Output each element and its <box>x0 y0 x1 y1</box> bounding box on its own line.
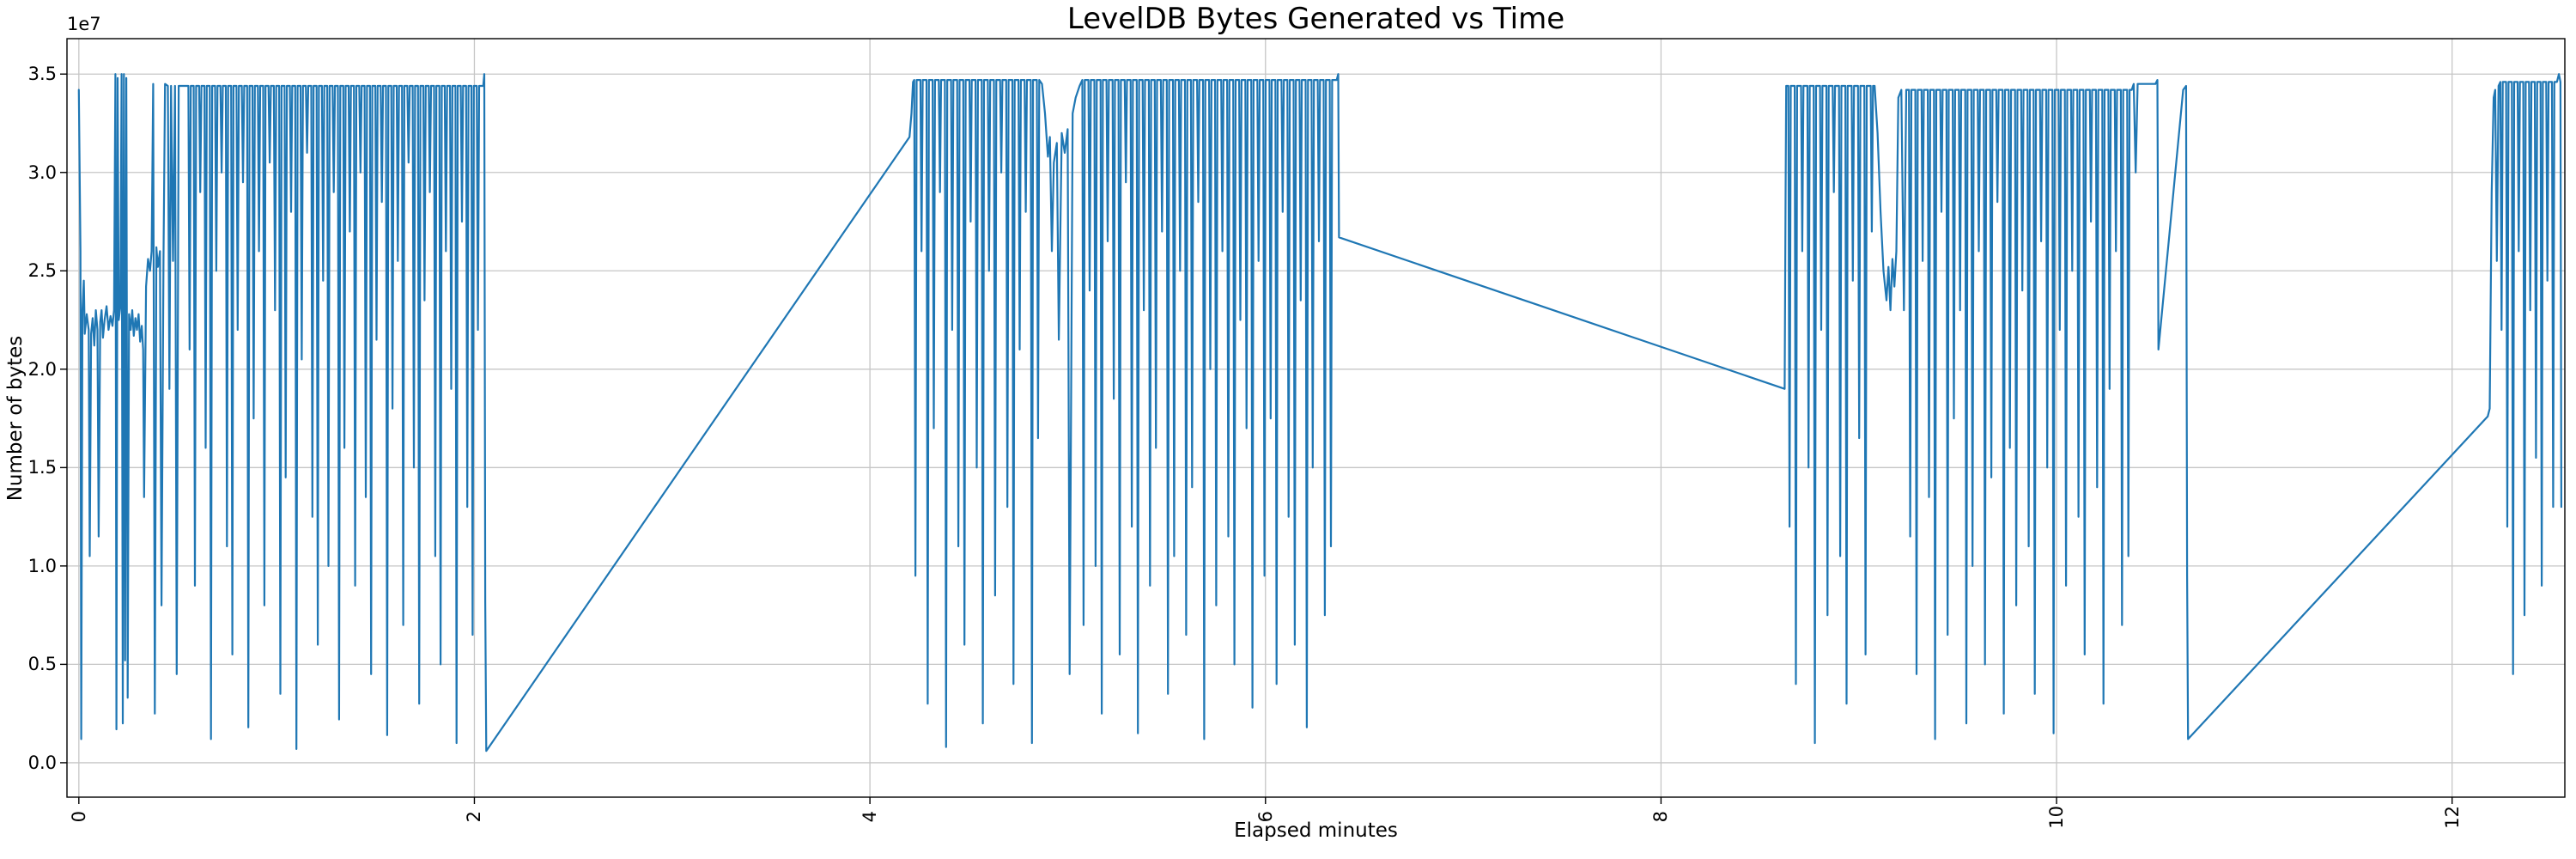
y-tick-label: 2.5 <box>27 260 57 282</box>
x-tick-label-text: 12 <box>2441 806 2463 829</box>
x-tick-label: 12 <box>2441 806 2464 833</box>
y-axis-offset-text: 1e7 <box>67 14 101 34</box>
x-tick-label: 2 <box>463 806 485 826</box>
chart-title: LevelDB Bytes Generated vs Time <box>1066 2 1565 36</box>
x-tick-label-text: 6 <box>1255 810 1276 822</box>
y-tick-label: 0.0 <box>27 752 57 773</box>
x-tick-label: 0 <box>68 806 90 826</box>
y-axis-label: Number of bytes <box>4 335 27 502</box>
x-tick-label-text: 2 <box>464 810 485 822</box>
x-axis-label: Elapsed minutes <box>1234 819 1398 842</box>
y-tick-label: 2.0 <box>27 358 57 380</box>
x-tick-label-text: 10 <box>2046 806 2068 829</box>
x-tick-label: 8 <box>1649 806 1672 826</box>
axis-tick-marks <box>60 73 2453 804</box>
y-tick-label: 3.0 <box>27 161 57 183</box>
grid-lines <box>67 39 2565 797</box>
x-tick-label: 10 <box>2045 806 2068 833</box>
x-tick-label-text: 8 <box>1650 810 1672 822</box>
data-series-line <box>77 73 2562 752</box>
y-tick-label: 3.5 <box>27 64 57 85</box>
x-tick-label: 4 <box>859 806 881 826</box>
plot-border <box>66 38 2566 798</box>
x-tick-label-text: 0 <box>68 810 89 822</box>
y-tick-label: 1.5 <box>27 457 57 478</box>
y-tick-label: 1.0 <box>27 555 57 576</box>
x-tick-label-text: 4 <box>860 810 881 822</box>
y-tick-label: 0.5 <box>27 654 57 675</box>
x-tick-label: 6 <box>1255 806 1277 826</box>
